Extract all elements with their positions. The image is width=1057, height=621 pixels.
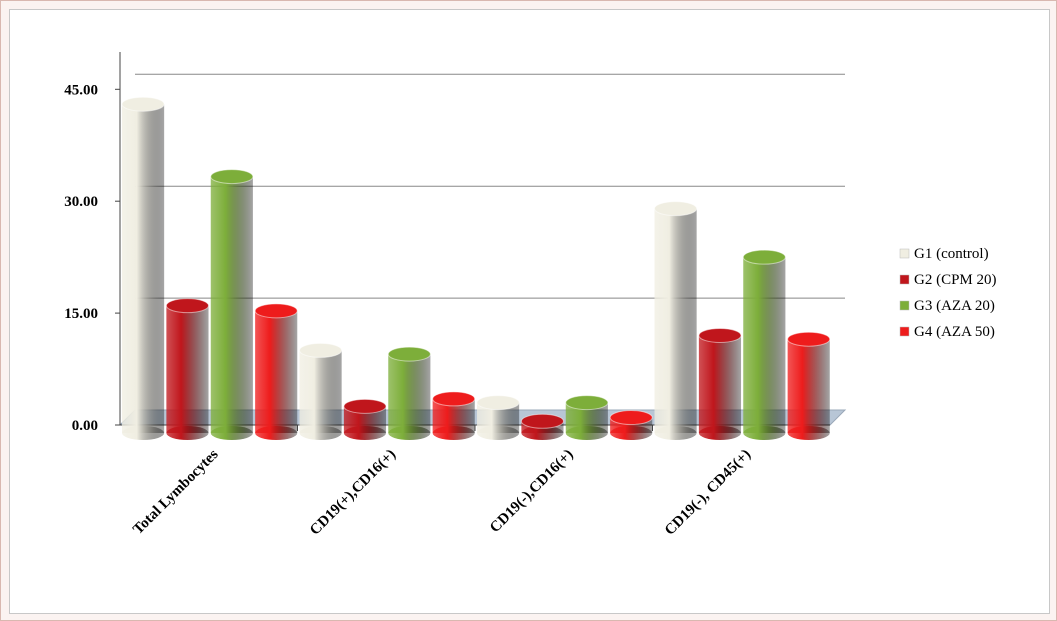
bar-base (610, 426, 653, 440)
bar (210, 176, 253, 433)
bar-base (698, 426, 742, 440)
legend-label: G1 (control) (914, 246, 989, 262)
y-tick-label: 15.00 (64, 306, 98, 322)
bar (122, 104, 165, 433)
bar-top (343, 398, 387, 414)
bar-top (520, 413, 565, 429)
bar (255, 310, 298, 433)
bar-top (565, 395, 609, 411)
legend-label: G2 (CPM 20) (914, 272, 997, 288)
x-tick-label: CD19(-), CD45(+) (662, 447, 754, 539)
bar-base (343, 426, 387, 440)
bar-base (299, 426, 342, 440)
bar-base (166, 426, 209, 440)
legend-label: G3 (AZA 20) (914, 298, 995, 314)
bar (743, 257, 786, 433)
legend-label: G4 (AZA 50) (914, 324, 995, 340)
legend-swatch (899, 326, 910, 337)
bar-base (521, 426, 564, 440)
x-tick-label: CD19(+),CD16(+) (307, 447, 399, 539)
bar-top (476, 395, 520, 411)
x-tick-label: Total Lymbocytes (130, 446, 221, 537)
bar-top (165, 298, 210, 314)
bar-top (299, 342, 343, 358)
bar-base (210, 426, 253, 440)
bar-top (698, 327, 742, 343)
bar-base (743, 426, 786, 440)
y-tick-label: 45.00 (64, 82, 98, 98)
bar-base (432, 426, 475, 440)
bar-top (432, 391, 476, 407)
x-tick-label: CD19(-),CD16(+) (487, 447, 577, 537)
bar (787, 339, 830, 433)
bar-base (388, 426, 431, 440)
bar (166, 305, 209, 433)
bar-top (609, 410, 653, 426)
bar-top (654, 201, 698, 217)
y-tick-label: 0.00 (72, 418, 98, 434)
y-tick-label: 30.00 (64, 194, 98, 210)
bar (698, 335, 742, 433)
bar-base (565, 426, 608, 440)
bar-top (210, 169, 254, 185)
bar-top (387, 346, 431, 362)
bar-top (254, 303, 298, 319)
bar-top (121, 96, 165, 112)
bar-base (477, 426, 520, 440)
bar (299, 350, 342, 433)
legend-swatch (899, 300, 910, 311)
bar-base (787, 426, 830, 440)
bar-top (742, 249, 786, 265)
legend-swatch (899, 274, 910, 285)
bar (388, 354, 431, 433)
bar-base (122, 426, 165, 440)
bar-base (654, 426, 697, 440)
bar (654, 208, 697, 433)
legend-swatch (899, 248, 910, 259)
bar-top (787, 331, 831, 347)
bar-base (255, 426, 298, 440)
